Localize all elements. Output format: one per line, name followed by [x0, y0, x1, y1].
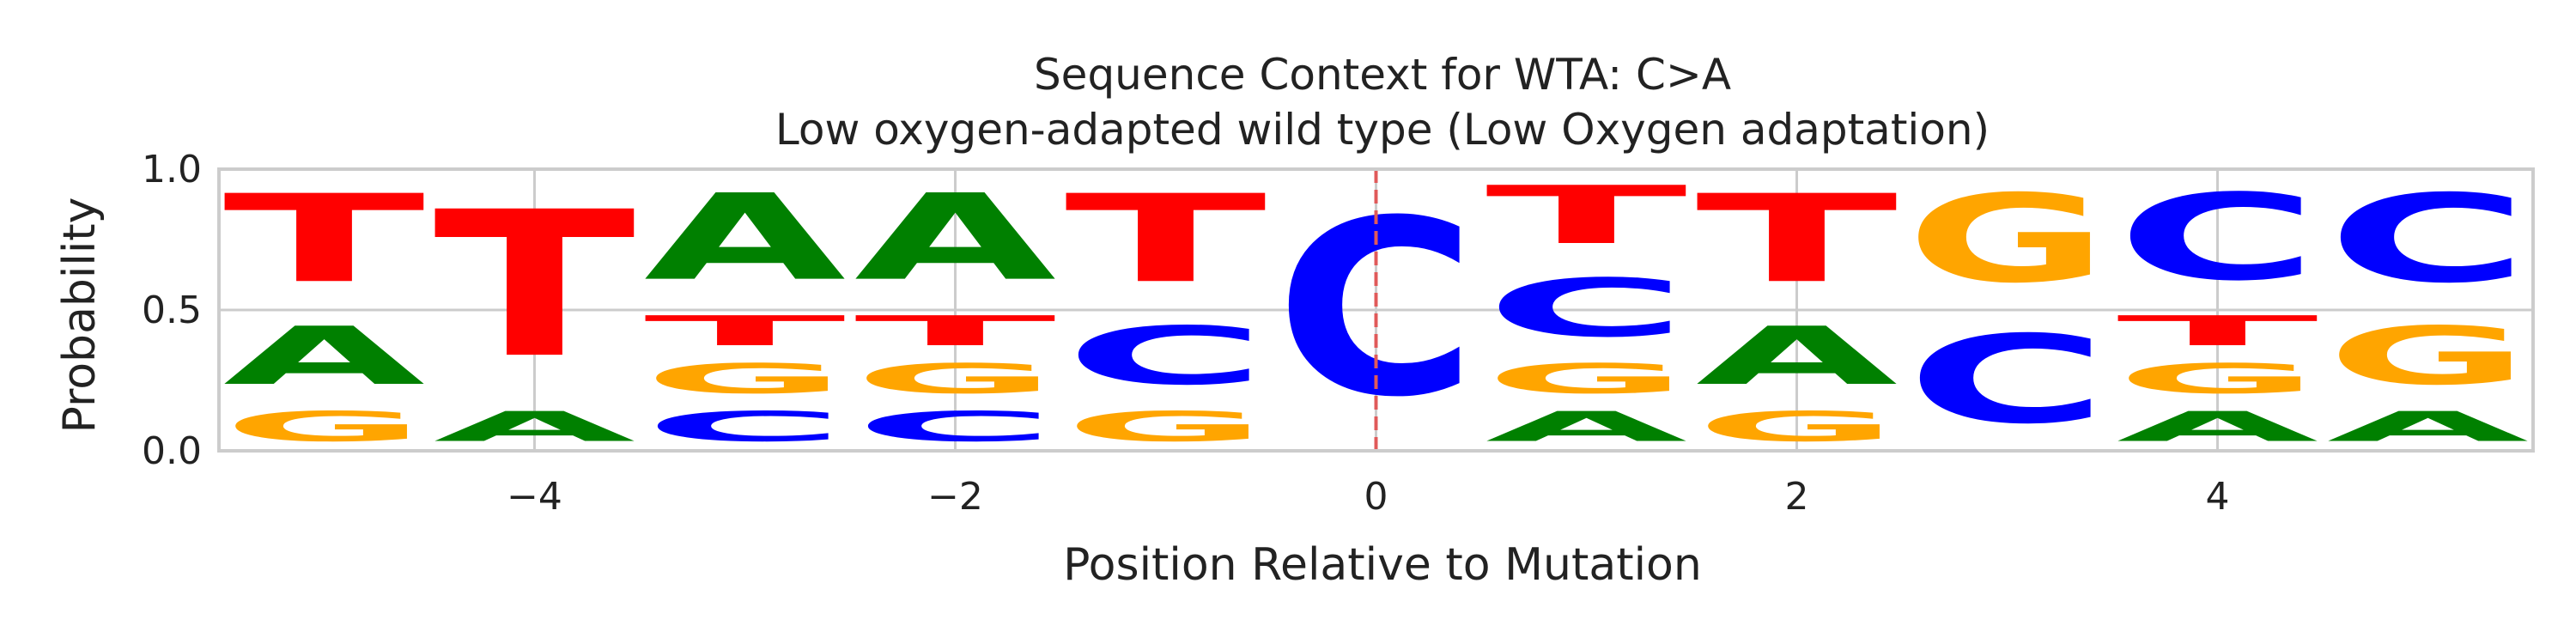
logo-letter-C-pos3: C	[1906, 310, 2108, 451]
chart-subtitle: Low oxygen-adapted wild type (Low Oxygen…	[775, 105, 1990, 155]
logo-letter-T-pos-2: T	[854, 307, 1056, 355]
x-axis-label: Position Relative to Mutation	[1063, 539, 1702, 591]
logo-letter-G-pos5: G	[2327, 310, 2529, 403]
logo-letter-G-pos-5: G	[223, 403, 425, 451]
y-tick-label: 1.0	[142, 148, 202, 191]
logo-letter-T-pos2: T	[1696, 169, 1899, 310]
logo-letter-A-pos-3: A	[644, 169, 846, 307]
x-tick-labels: −4 −2 0 2 4	[507, 475, 2229, 519]
logo-letter-C-pos4: C	[2117, 169, 2318, 307]
logo-letter-A-pos5: A	[2327, 403, 2529, 451]
logo-letter-A-pos2: A	[1696, 310, 1898, 403]
x-tick-label: 0	[1364, 475, 1388, 519]
logo-letter-T-pos4: T	[2117, 307, 2318, 355]
logo-letter-C-pos-3: C	[644, 403, 846, 451]
logo-letter-A-pos-2: A	[854, 169, 1056, 307]
logo-letter-G-pos-1: G	[1065, 403, 1267, 451]
logo-letter-G-pos4: G	[2117, 355, 2318, 403]
logo-letter-C-pos-1: C	[1065, 310, 1267, 403]
logo-letter-C-pos1: C	[1485, 262, 1687, 355]
logo-letter-G-pos-2: G	[854, 355, 1056, 403]
logo-letter-A-pos1: A	[1485, 403, 1687, 451]
logo-letter-G-pos3: G	[1906, 169, 2108, 310]
logo-letter-T-pos-5: T	[223, 169, 427, 310]
x-tick-label: 2	[1785, 475, 1809, 519]
x-tick-label: −4	[507, 475, 562, 519]
x-tick-label: −2	[927, 475, 983, 519]
logo-letter-T-pos1: T	[1485, 169, 1687, 262]
logo-letter-A-pos-4: A	[434, 403, 635, 451]
logo-letter-G-pos2: G	[1696, 403, 1898, 451]
logo-letter-T-pos-3: T	[644, 307, 846, 355]
logo-letter-T-pos-4: T	[434, 169, 637, 402]
logo-letter-C-pos-2: C	[854, 403, 1056, 451]
plot-frame	[217, 167, 2535, 453]
chart-title: Sequence Context for WTA: C>A	[1034, 50, 1731, 100]
logo-letter-A-pos-5: A	[223, 310, 425, 403]
y-tick-label: 0.0	[142, 429, 202, 473]
logo-letter-A-pos4: A	[2117, 403, 2318, 451]
logo-letter-C-pos5: C	[2327, 169, 2529, 310]
logo-letter-T-pos-1: T	[1065, 169, 1268, 310]
logo-letter-G-pos-3: G	[644, 355, 846, 403]
x-tick-label: 4	[2206, 475, 2230, 519]
y-tick-label: 0.5	[142, 289, 202, 332]
y-tick-labels: 0.0 0.5 1.0	[142, 148, 202, 473]
logo-letter-G-pos1: G	[1485, 355, 1687, 403]
y-axis-label: Probability	[54, 197, 106, 434]
